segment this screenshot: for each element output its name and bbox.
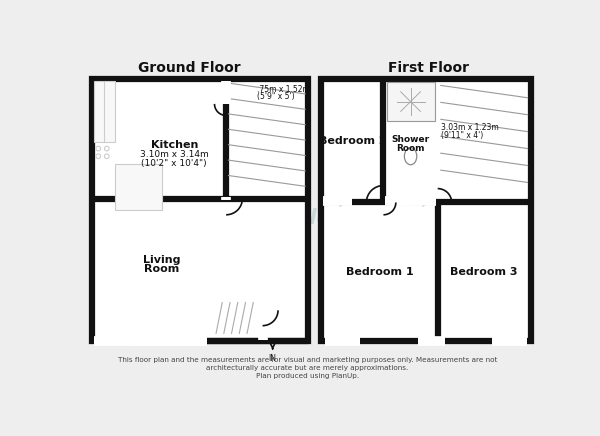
Text: 3.10m x 3.14m: 3.10m x 3.14m [140,150,209,159]
Text: (5'9" x 5'): (5'9" x 5') [257,92,295,102]
Text: Living: Living [143,255,181,265]
Bar [94,81,115,143]
Text: Bedroom 1: Bedroom 1 [346,267,413,277]
Text: 3.03m x 1.23m: 3.03m x 1.23m [441,123,499,132]
Bar [322,79,531,341]
Text: architecturally accurate but are merely approximations.: architecturally accurate but are merely … [206,365,409,371]
Bar [92,79,308,341]
Bar [115,164,162,210]
Text: Shower: Shower [392,135,430,144]
Text: in: in [103,201,137,235]
Text: Room: Room [144,265,179,274]
Text: Huddersfield Lettings: Huddersfield Lettings [179,208,436,228]
Text: First Floor: First Floor [388,61,469,75]
Text: Kitchen: Kitchen [151,140,198,150]
Text: Ground Floor: Ground Floor [139,61,241,75]
Text: (9'11" x 4'): (9'11" x 4') [441,131,483,140]
Text: (10'2" x 10'4"): (10'2" x 10'4") [142,159,207,168]
Text: Bedroom 3: Bedroom 3 [451,267,518,277]
Text: This floor plan and the measurements are for visual and marketing purposes only.: This floor plan and the measurements are… [118,358,497,363]
Text: Bedroom 2: Bedroom 2 [319,136,386,146]
Text: Room: Room [397,144,425,153]
Text: .75m x 1.52m: .75m x 1.52m [257,85,310,94]
Bar [386,82,434,121]
Text: IN: IN [269,354,277,362]
Text: Plan produced using PlanUp.: Plan produced using PlanUp. [256,373,359,379]
